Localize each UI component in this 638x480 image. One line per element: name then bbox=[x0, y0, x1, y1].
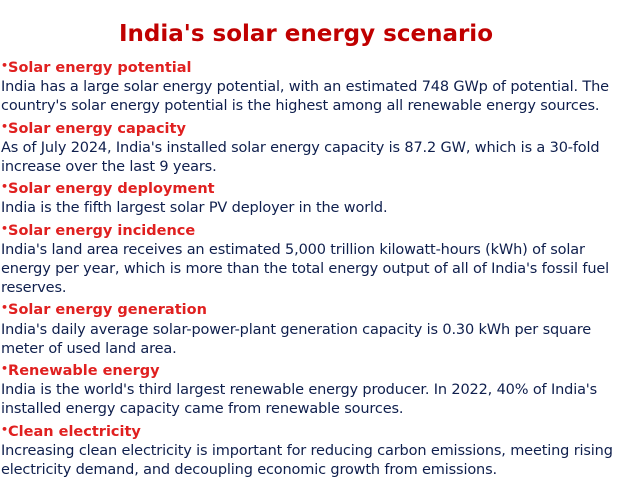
section-heading-text: Solar energy deployment bbox=[8, 181, 215, 198]
section-solar-energy-generation: •Solar energy generation India's daily a… bbox=[1, 298, 637, 359]
bullet-icon: • bbox=[1, 422, 9, 436]
section-body: India is the world's third largest renew… bbox=[1, 382, 598, 418]
section-solar-energy-incidence: •Solar energy incidence India's land are… bbox=[1, 219, 637, 299]
page-title: India's solar energy scenario bbox=[118, 21, 493, 47]
section-heading-text: Solar energy incidence bbox=[8, 222, 196, 239]
bullet-icon: • bbox=[1, 59, 9, 72]
section-heading: •Solar energy capacity bbox=[1, 117, 637, 139]
section-heading: •Clean electricity bbox=[1, 420, 637, 442]
section-heading-text: Solar energy potential bbox=[8, 60, 192, 76]
section-body: India's land area receives an estimated … bbox=[1, 241, 610, 297]
section-heading: •Renewable energy bbox=[1, 359, 637, 381]
section-clean-electricity: •Clean electricity Increasing clean elec… bbox=[1, 420, 637, 480]
bullet-icon: • bbox=[1, 221, 9, 235]
bullet-icon: • bbox=[1, 180, 9, 194]
section-body: As of July 2024, India's installed solar… bbox=[1, 139, 600, 176]
bullet-icon: • bbox=[1, 362, 9, 376]
section-body: Increasing clean electricity is importan… bbox=[1, 442, 613, 479]
section-heading: •Solar energy generation bbox=[1, 298, 637, 320]
section-heading: •Solar energy deployment bbox=[1, 177, 637, 199]
section-solar-energy-deployment: •Solar energy deployment India is the fi… bbox=[1, 177, 637, 218]
section-body: India has a large solar energy potential… bbox=[1, 79, 609, 115]
content-area: •Solar energy potential India has a larg… bbox=[1, 56, 637, 480]
bullet-icon: • bbox=[1, 301, 9, 315]
section-heading: •Solar energy potential bbox=[1, 56, 637, 78]
section-heading-text: Solar energy capacity bbox=[8, 120, 186, 137]
section-heading: •Solar energy incidence bbox=[1, 219, 637, 241]
section-solar-energy-potential: •Solar energy potential India has a larg… bbox=[1, 56, 637, 117]
section-heading-text: Solar energy generation bbox=[8, 302, 207, 319]
section-heading-text: Renewable energy bbox=[8, 363, 160, 380]
section-body: India is the fifth largest solar PV depl… bbox=[1, 200, 388, 217]
section-renewable-energy: •Renewable energy India is the world's t… bbox=[1, 359, 637, 420]
section-body: India's daily average solar-power-plant … bbox=[1, 321, 592, 357]
section-heading-text: Clean electricity bbox=[8, 423, 141, 440]
section-solar-energy-capacity: •Solar energy capacity As of July 2024, … bbox=[1, 117, 637, 178]
bullet-icon: • bbox=[1, 119, 9, 133]
